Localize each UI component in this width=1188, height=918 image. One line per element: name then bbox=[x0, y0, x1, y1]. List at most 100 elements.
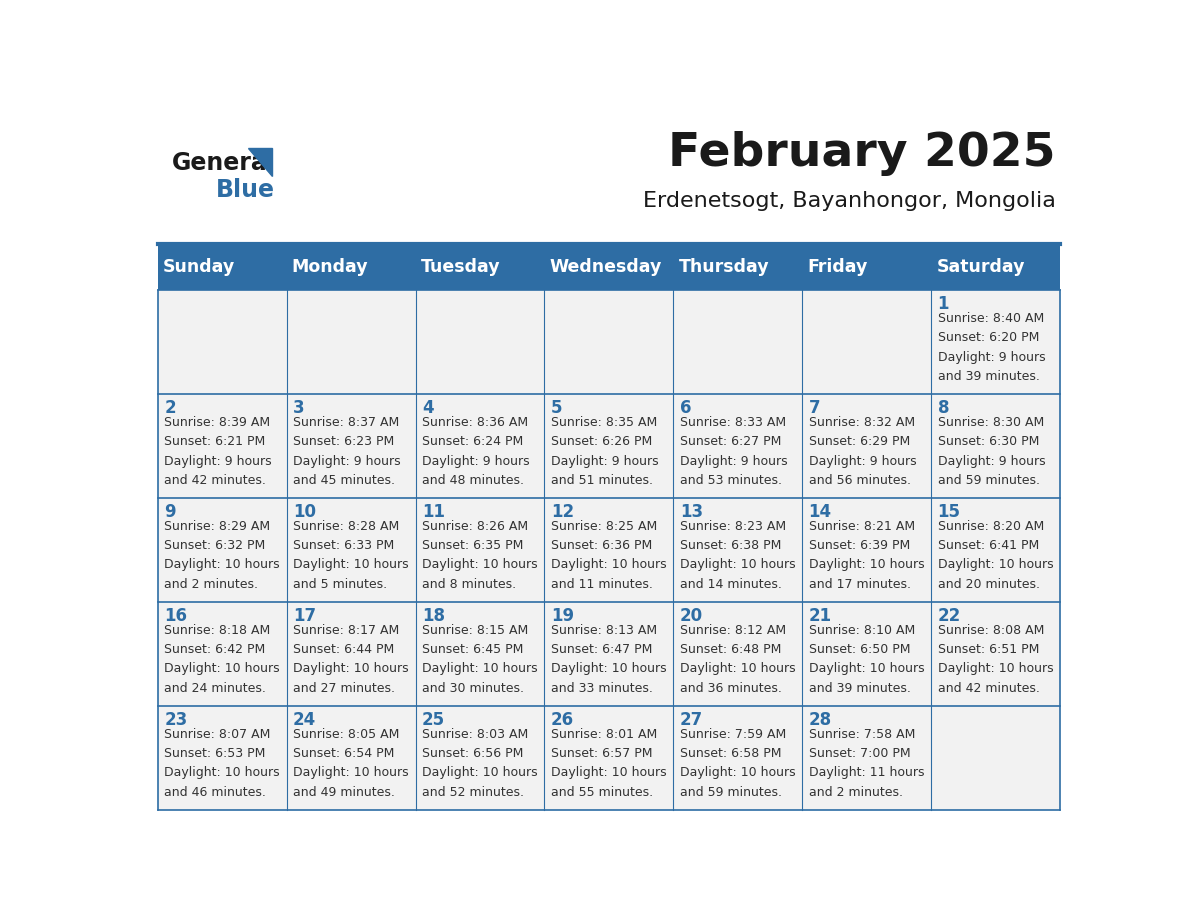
Text: and 48 minutes.: and 48 minutes. bbox=[422, 474, 524, 487]
Text: and 56 minutes.: and 56 minutes. bbox=[809, 474, 911, 487]
Text: Daylight: 10 hours: Daylight: 10 hours bbox=[551, 558, 666, 572]
Text: 24: 24 bbox=[293, 711, 316, 729]
Text: Daylight: 10 hours: Daylight: 10 hours bbox=[937, 663, 1054, 676]
Text: and 42 minutes.: and 42 minutes. bbox=[937, 682, 1040, 695]
Bar bbox=[416, 706, 544, 810]
Text: and 52 minutes.: and 52 minutes. bbox=[422, 786, 524, 799]
Bar bbox=[931, 706, 1060, 810]
Text: Wednesday: Wednesday bbox=[550, 259, 662, 276]
Text: Sunset: 6:44 PM: Sunset: 6:44 PM bbox=[293, 644, 394, 656]
Text: and 20 minutes.: and 20 minutes. bbox=[937, 577, 1040, 590]
Text: Sunset: 6:56 PM: Sunset: 6:56 PM bbox=[422, 747, 524, 760]
Text: Sunrise: 8:20 AM: Sunrise: 8:20 AM bbox=[937, 520, 1044, 533]
Text: 21: 21 bbox=[809, 607, 832, 625]
Text: Daylight: 9 hours: Daylight: 9 hours bbox=[937, 351, 1045, 364]
Text: Sunset: 6:20 PM: Sunset: 6:20 PM bbox=[937, 331, 1040, 344]
Text: and 14 minutes.: and 14 minutes. bbox=[680, 577, 782, 590]
Text: and 2 minutes.: and 2 minutes. bbox=[164, 577, 258, 590]
Text: and 59 minutes.: and 59 minutes. bbox=[680, 786, 782, 799]
Text: 15: 15 bbox=[937, 503, 961, 521]
Text: Sunrise: 8:13 AM: Sunrise: 8:13 AM bbox=[551, 624, 657, 637]
Text: Sunset: 6:42 PM: Sunset: 6:42 PM bbox=[164, 644, 265, 656]
Text: and 42 minutes.: and 42 minutes. bbox=[164, 474, 266, 487]
Text: Daylight: 10 hours: Daylight: 10 hours bbox=[809, 663, 924, 676]
Text: Daylight: 9 hours: Daylight: 9 hours bbox=[164, 454, 272, 467]
Text: Sunrise: 8:30 AM: Sunrise: 8:30 AM bbox=[937, 416, 1044, 429]
Text: and 45 minutes.: and 45 minutes. bbox=[293, 474, 396, 487]
Bar bbox=[544, 395, 674, 498]
Text: 12: 12 bbox=[551, 503, 574, 521]
Text: Sunrise: 8:33 AM: Sunrise: 8:33 AM bbox=[680, 416, 786, 429]
Text: 17: 17 bbox=[293, 607, 316, 625]
Text: Sunrise: 8:07 AM: Sunrise: 8:07 AM bbox=[164, 728, 271, 741]
Text: Tuesday: Tuesday bbox=[421, 259, 500, 276]
Text: Daylight: 10 hours: Daylight: 10 hours bbox=[937, 558, 1054, 572]
Text: Daylight: 10 hours: Daylight: 10 hours bbox=[164, 767, 280, 779]
Text: Sunrise: 8:10 AM: Sunrise: 8:10 AM bbox=[809, 624, 915, 637]
Text: Sunset: 6:48 PM: Sunset: 6:48 PM bbox=[680, 644, 782, 656]
Text: Sunrise: 8:15 AM: Sunrise: 8:15 AM bbox=[422, 624, 529, 637]
Bar bbox=[158, 602, 286, 706]
Text: Sunrise: 8:05 AM: Sunrise: 8:05 AM bbox=[293, 728, 399, 741]
Text: Sunset: 6:54 PM: Sunset: 6:54 PM bbox=[293, 747, 394, 760]
Text: Sunrise: 8:21 AM: Sunrise: 8:21 AM bbox=[809, 520, 915, 533]
Text: 3: 3 bbox=[293, 399, 304, 418]
Text: Sunset: 6:26 PM: Sunset: 6:26 PM bbox=[551, 435, 652, 448]
Text: Sunset: 6:57 PM: Sunset: 6:57 PM bbox=[551, 747, 652, 760]
Bar bbox=[802, 602, 931, 706]
Text: Daylight: 10 hours: Daylight: 10 hours bbox=[680, 767, 796, 779]
Text: Daylight: 10 hours: Daylight: 10 hours bbox=[809, 558, 924, 572]
Text: Sunset: 6:32 PM: Sunset: 6:32 PM bbox=[164, 539, 265, 553]
Text: Sunset: 6:29 PM: Sunset: 6:29 PM bbox=[809, 435, 910, 448]
Text: Sunrise: 8:25 AM: Sunrise: 8:25 AM bbox=[551, 520, 657, 533]
Text: Sunset: 7:00 PM: Sunset: 7:00 PM bbox=[809, 747, 910, 760]
Text: General: General bbox=[171, 151, 276, 175]
Text: February 2025: February 2025 bbox=[668, 131, 1055, 176]
Bar bbox=[674, 290, 802, 395]
Text: Sunset: 6:58 PM: Sunset: 6:58 PM bbox=[680, 747, 782, 760]
Text: Daylight: 9 hours: Daylight: 9 hours bbox=[551, 454, 658, 467]
Text: Blue: Blue bbox=[216, 178, 274, 202]
Text: Daylight: 10 hours: Daylight: 10 hours bbox=[551, 767, 666, 779]
Text: 10: 10 bbox=[293, 503, 316, 521]
Text: Sunset: 6:24 PM: Sunset: 6:24 PM bbox=[422, 435, 523, 448]
Text: and 33 minutes.: and 33 minutes. bbox=[551, 682, 652, 695]
Text: 22: 22 bbox=[937, 607, 961, 625]
Text: 2: 2 bbox=[164, 399, 176, 418]
Bar bbox=[544, 290, 674, 395]
Text: Sunset: 6:51 PM: Sunset: 6:51 PM bbox=[937, 644, 1040, 656]
Text: 23: 23 bbox=[164, 711, 188, 729]
Text: and 59 minutes.: and 59 minutes. bbox=[937, 474, 1040, 487]
Text: 27: 27 bbox=[680, 711, 703, 729]
Text: Sunrise: 8:35 AM: Sunrise: 8:35 AM bbox=[551, 416, 657, 429]
Text: and 39 minutes.: and 39 minutes. bbox=[809, 682, 910, 695]
Polygon shape bbox=[248, 148, 272, 176]
Bar bbox=[158, 706, 286, 810]
Text: Daylight: 9 hours: Daylight: 9 hours bbox=[809, 454, 916, 467]
Text: 16: 16 bbox=[164, 607, 188, 625]
Text: Sunrise: 8:23 AM: Sunrise: 8:23 AM bbox=[680, 520, 786, 533]
Text: Daylight: 10 hours: Daylight: 10 hours bbox=[551, 663, 666, 676]
Text: 14: 14 bbox=[809, 503, 832, 521]
Bar bbox=[802, 395, 931, 498]
Text: Daylight: 10 hours: Daylight: 10 hours bbox=[293, 558, 409, 572]
Text: 13: 13 bbox=[680, 503, 703, 521]
Text: Sunset: 6:45 PM: Sunset: 6:45 PM bbox=[422, 644, 524, 656]
Text: Daylight: 10 hours: Daylight: 10 hours bbox=[422, 558, 538, 572]
Bar bbox=[802, 290, 931, 395]
Text: and 27 minutes.: and 27 minutes. bbox=[293, 682, 396, 695]
Text: Thursday: Thursday bbox=[678, 259, 769, 276]
Text: 25: 25 bbox=[422, 711, 446, 729]
Text: and 5 minutes.: and 5 minutes. bbox=[293, 577, 387, 590]
Text: and 49 minutes.: and 49 minutes. bbox=[293, 786, 394, 799]
Bar bbox=[931, 602, 1060, 706]
Text: 5: 5 bbox=[551, 399, 562, 418]
Bar bbox=[674, 602, 802, 706]
Text: Sunrise: 8:17 AM: Sunrise: 8:17 AM bbox=[293, 624, 399, 637]
Text: Sunset: 6:23 PM: Sunset: 6:23 PM bbox=[293, 435, 394, 448]
Text: 9: 9 bbox=[164, 503, 176, 521]
Text: Daylight: 10 hours: Daylight: 10 hours bbox=[680, 663, 796, 676]
Text: 19: 19 bbox=[551, 607, 574, 625]
Text: 6: 6 bbox=[680, 399, 691, 418]
Bar bbox=[416, 395, 544, 498]
